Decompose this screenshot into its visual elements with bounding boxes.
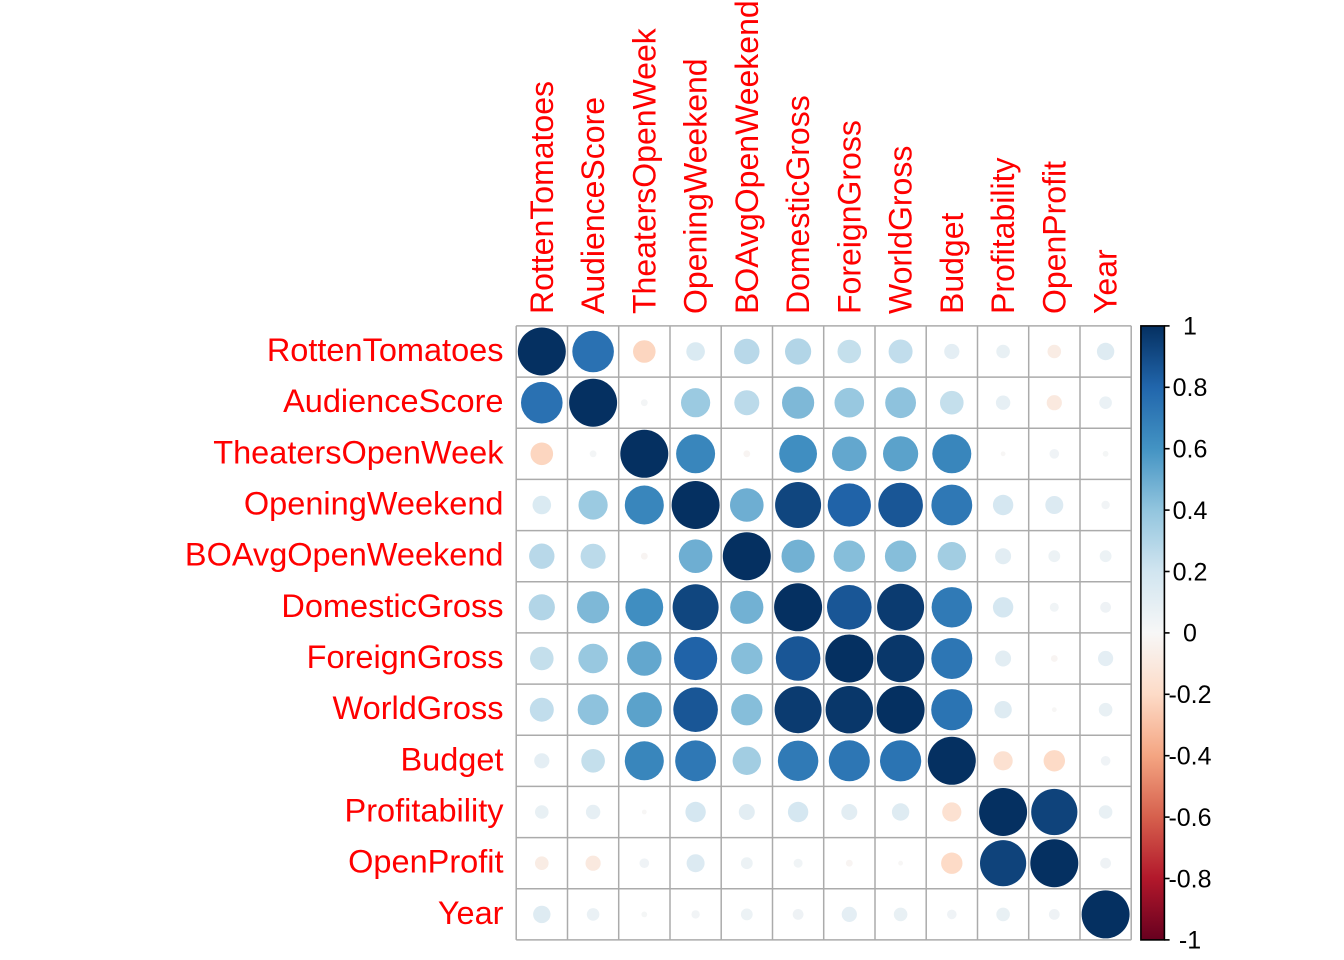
svg-text:TheatersOpenWeek: TheatersOpenWeek [626, 27, 662, 314]
svg-text:DomesticGross: DomesticGross [281, 588, 503, 624]
svg-text:Profitability: Profitability [345, 793, 505, 829]
svg-text:-0.2: -0.2 [1168, 681, 1211, 709]
svg-text:0.2: 0.2 [1173, 558, 1208, 586]
svg-text:BOAvgOpenWeekend: BOAvgOpenWeekend [729, 0, 765, 314]
svg-text:RottenTomatoes: RottenTomatoes [524, 81, 560, 314]
svg-text:-0.6: -0.6 [1168, 804, 1211, 832]
svg-text:ForeignGross: ForeignGross [307, 639, 504, 675]
svg-text:-0.4: -0.4 [1168, 743, 1211, 771]
svg-text:OpenProfit: OpenProfit [348, 844, 503, 880]
svg-text:1: 1 [1183, 313, 1197, 341]
svg-text:Budget: Budget [400, 741, 503, 777]
svg-text:WorldGross: WorldGross [883, 146, 919, 314]
svg-text:ForeignGross: ForeignGross [831, 120, 867, 314]
svg-text:OpeningWeekend: OpeningWeekend [244, 486, 504, 522]
svg-text:0.4: 0.4 [1173, 497, 1208, 525]
svg-text:Profitability: Profitability [985, 158, 1021, 315]
svg-text:0.8: 0.8 [1173, 374, 1208, 402]
svg-text:AudienceScore: AudienceScore [283, 383, 503, 419]
svg-text:WorldGross: WorldGross [333, 690, 504, 726]
svg-text:Budget: Budget [934, 212, 970, 314]
svg-text:AudienceScore: AudienceScore [575, 97, 611, 314]
svg-text:DomesticGross: DomesticGross [780, 95, 816, 314]
svg-text:0.6: 0.6 [1173, 436, 1208, 464]
svg-text:0: 0 [1183, 620, 1197, 648]
svg-text:-0.8: -0.8 [1168, 865, 1211, 893]
svg-text:OpeningWeekend: OpeningWeekend [678, 58, 714, 314]
svg-text:TheatersOpenWeek: TheatersOpenWeek [213, 434, 504, 470]
svg-text:Year: Year [1088, 249, 1124, 314]
svg-text:OpenProfit: OpenProfit [1036, 161, 1072, 314]
svg-text:-1: -1 [1179, 927, 1201, 955]
svg-text:RottenTomatoes: RottenTomatoes [267, 332, 504, 368]
svg-text:BOAvgOpenWeekend: BOAvgOpenWeekend [185, 537, 504, 573]
svg-text:Year: Year [438, 895, 504, 931]
